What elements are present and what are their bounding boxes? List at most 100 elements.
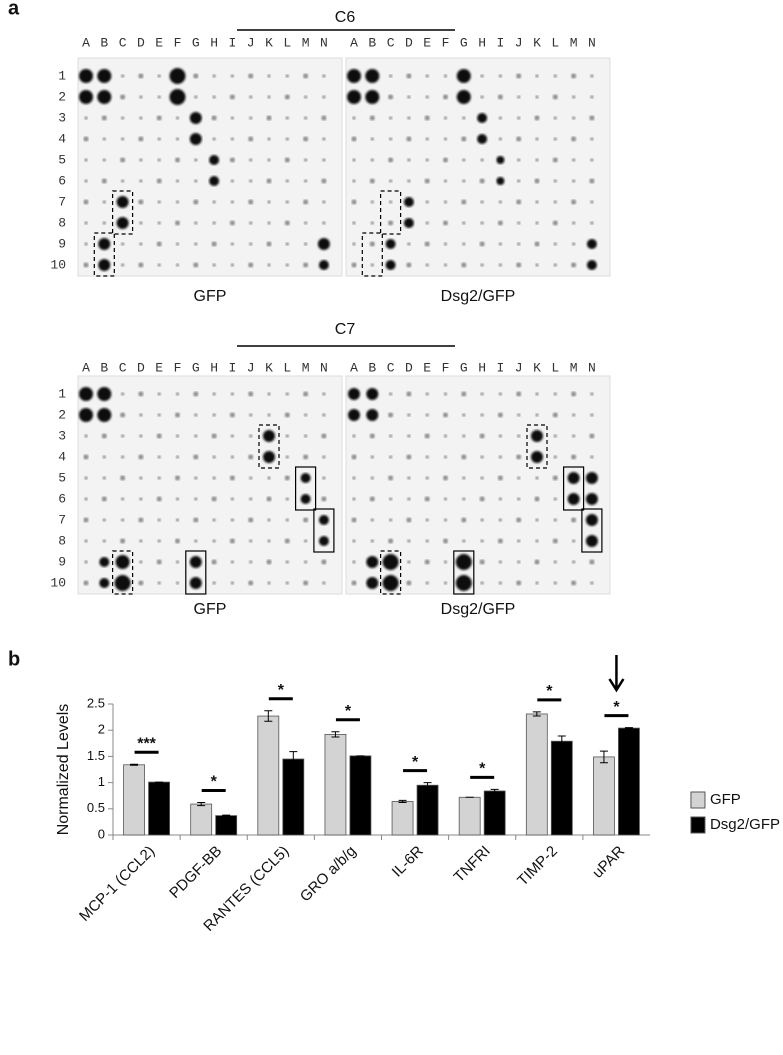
row-number: 7 xyxy=(58,512,66,527)
blot-spot xyxy=(229,412,235,418)
blot-spot xyxy=(322,200,326,204)
column-letter: E xyxy=(155,360,163,375)
blot-spot xyxy=(175,242,180,246)
column-letter: B xyxy=(100,360,108,375)
blot-spot xyxy=(249,179,253,183)
row-number: 6 xyxy=(58,173,66,188)
blot-spot xyxy=(462,242,466,246)
blot-spot xyxy=(516,199,522,205)
blot-spot xyxy=(194,497,198,501)
blot-spot xyxy=(138,454,144,460)
blot-spot xyxy=(212,74,216,78)
highlight-box xyxy=(526,424,548,469)
column-letter: G xyxy=(192,35,200,50)
blot-spot xyxy=(479,178,485,184)
blot-spot xyxy=(517,497,521,501)
x-tick-label: PDGF-BB xyxy=(166,843,225,902)
blot-spot xyxy=(267,518,271,522)
blot-spot xyxy=(101,178,107,184)
blot-spot xyxy=(369,433,375,439)
blot-spot xyxy=(571,580,577,586)
column-letter: E xyxy=(423,35,431,50)
blot-spot xyxy=(389,116,393,120)
blot-spot xyxy=(209,176,220,186)
blot-spot xyxy=(352,221,356,225)
blot-spot xyxy=(321,559,327,565)
blot-spot xyxy=(535,413,539,417)
blot-spot xyxy=(534,559,540,565)
legend-swatch xyxy=(690,791,706,809)
blot-spot xyxy=(157,74,161,78)
error-bar xyxy=(197,802,206,807)
blot-spot xyxy=(590,95,594,99)
blot-spot xyxy=(267,413,271,417)
blot-spot xyxy=(212,137,216,141)
blot-spot xyxy=(553,137,557,141)
column-letter: N xyxy=(588,35,596,50)
blot-spot xyxy=(370,476,374,480)
blot-spot xyxy=(189,112,202,124)
blot-spot xyxy=(116,217,129,229)
blot-spot xyxy=(517,434,521,438)
x-tick-label: TIMP-2 xyxy=(514,843,561,890)
blot-spot xyxy=(535,158,539,162)
blot-spot xyxy=(351,262,357,268)
blot-spot xyxy=(212,413,216,417)
blot-spot xyxy=(534,241,540,247)
blot-spot xyxy=(102,539,106,543)
column-letter: G xyxy=(192,360,200,375)
blot-spot xyxy=(322,158,326,162)
blot-spot xyxy=(194,476,198,480)
blot-spot xyxy=(97,408,112,422)
blot-spot xyxy=(535,200,539,204)
blot-spot xyxy=(267,74,271,78)
blot-spot xyxy=(462,497,466,501)
bar xyxy=(593,756,615,836)
blot-spot xyxy=(480,200,484,204)
column-letter: J xyxy=(515,35,523,50)
blot-spot xyxy=(443,263,448,267)
blot-spot xyxy=(370,455,374,459)
blot-spot xyxy=(138,517,144,523)
column-letter: D xyxy=(405,35,413,50)
blot-spot xyxy=(352,158,356,162)
blot-spot xyxy=(157,455,161,459)
blot-spot xyxy=(194,95,198,99)
blot-spot xyxy=(462,158,466,162)
blot-spot xyxy=(139,95,143,99)
blot-spot xyxy=(553,392,557,396)
blot-spot xyxy=(516,262,522,268)
blot-spot xyxy=(189,556,202,568)
blot-spot xyxy=(303,454,309,460)
blot-spot xyxy=(266,241,272,247)
blot-spot xyxy=(585,514,598,526)
blot-spot xyxy=(285,497,289,501)
blot-spot xyxy=(531,451,543,463)
blot-spot xyxy=(425,476,429,480)
highlight-box xyxy=(380,190,402,235)
blot-spot xyxy=(590,74,594,78)
column-letter: J xyxy=(515,360,523,375)
blot-spot xyxy=(317,238,330,250)
blot-spot xyxy=(193,391,199,397)
blot-spot xyxy=(83,517,89,523)
blot-spot xyxy=(249,434,253,438)
blot-spot xyxy=(425,413,429,417)
bar xyxy=(391,801,414,836)
blot-spot xyxy=(263,451,275,463)
blot-spot xyxy=(321,115,327,121)
blot-spot xyxy=(285,392,289,396)
blot-spot xyxy=(97,69,112,83)
panel-label: b xyxy=(8,648,20,670)
blot-spot xyxy=(461,199,467,205)
blot-spot xyxy=(304,221,308,225)
blot-spot xyxy=(157,200,161,204)
bar xyxy=(416,784,439,836)
blot-spot xyxy=(590,137,594,141)
bar xyxy=(190,803,213,836)
row-number: 4 xyxy=(58,449,66,464)
blot-spot xyxy=(139,476,143,480)
column-letter: G xyxy=(460,360,468,375)
blot-spot xyxy=(586,260,597,270)
blot-spot xyxy=(322,137,326,141)
